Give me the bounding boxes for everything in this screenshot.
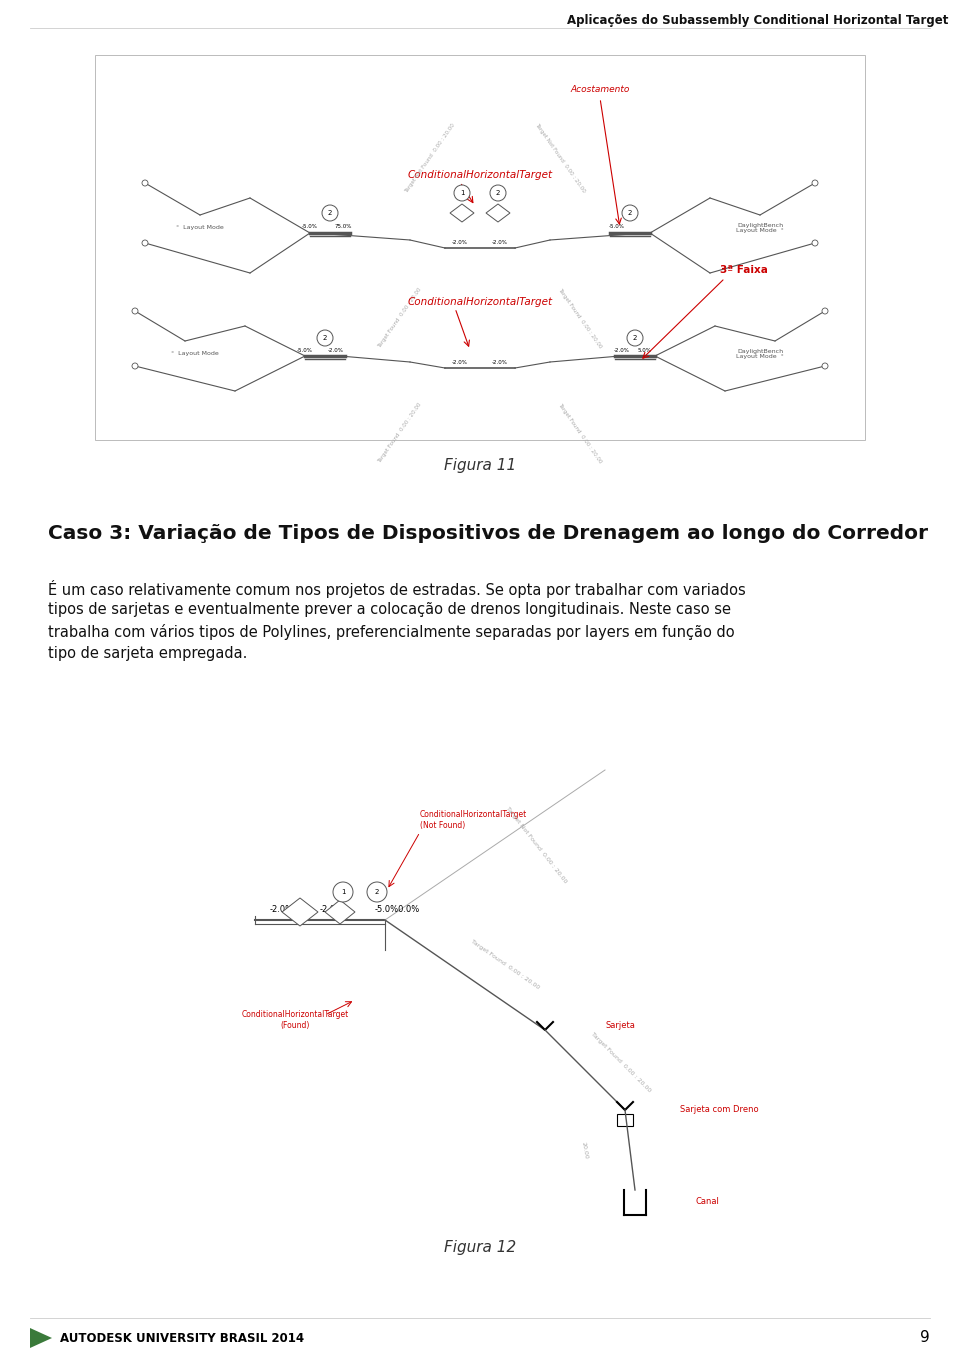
Text: Acostamento: Acostamento bbox=[570, 86, 630, 94]
Text: tipo de sarjeta empregada.: tipo de sarjeta empregada. bbox=[48, 647, 248, 662]
Text: Target Not Found  0.00 : 20.00: Target Not Found 0.00 : 20.00 bbox=[404, 123, 456, 194]
Text: É um caso relativamente comum nos projetos de estradas. Se opta por trabalhar co: É um caso relativamente comum nos projet… bbox=[48, 580, 746, 597]
Text: 75.0%: 75.0% bbox=[335, 224, 352, 229]
Text: Target Found  0.00 : 20.00: Target Found 0.00 : 20.00 bbox=[470, 940, 540, 990]
Circle shape bbox=[822, 363, 828, 370]
Circle shape bbox=[132, 363, 138, 370]
Polygon shape bbox=[325, 900, 355, 923]
Text: -5.0%0.0%: -5.0%0.0% bbox=[375, 904, 420, 914]
Text: Canal: Canal bbox=[695, 1198, 719, 1207]
Circle shape bbox=[627, 330, 643, 346]
Text: 2: 2 bbox=[633, 336, 637, 341]
Circle shape bbox=[454, 186, 470, 201]
Text: DaylightBench
Layout Mode  °: DaylightBench Layout Mode ° bbox=[736, 349, 784, 359]
Text: Target Found  0.00 : 20.00: Target Found 0.00 : 20.00 bbox=[557, 286, 603, 349]
Circle shape bbox=[142, 240, 148, 246]
Text: Aplicações do Subassembly Conditional Horizontal Target: Aplicações do Subassembly Conditional Ho… bbox=[566, 14, 948, 27]
Circle shape bbox=[822, 308, 828, 314]
Text: AUTODESK UNIVERSITY BRASIL 2014: AUTODESK UNIVERSITY BRASIL 2014 bbox=[60, 1331, 304, 1345]
Text: ConditionalHorizontalTarget
(Found): ConditionalHorizontalTarget (Found) bbox=[241, 1009, 348, 1030]
Text: -2.0%: -2.0% bbox=[492, 360, 508, 366]
Text: °  Layout Mode: ° Layout Mode bbox=[171, 352, 219, 356]
Text: Figura 12: Figura 12 bbox=[444, 1240, 516, 1255]
Text: 20.00: 20.00 bbox=[581, 1140, 589, 1159]
Text: -2.0%: -2.0% bbox=[270, 904, 294, 914]
Circle shape bbox=[622, 205, 638, 221]
Text: -2.0%: -2.0% bbox=[320, 904, 344, 914]
Text: -2.0%: -2.0% bbox=[614, 348, 630, 353]
Text: Target Not Found  0.00 : 20.00: Target Not Found 0.00 : 20.00 bbox=[534, 123, 586, 194]
Text: °  Layout Mode: ° Layout Mode bbox=[176, 225, 224, 231]
Text: 2: 2 bbox=[323, 336, 327, 341]
Circle shape bbox=[333, 883, 353, 902]
Text: ConditionalHorizontalTarget: ConditionalHorizontalTarget bbox=[407, 297, 553, 307]
Text: tipos de sarjetas e eventualmente prever a colocação de drenos longitudinais. Ne: tipos de sarjetas e eventualmente prever… bbox=[48, 602, 731, 617]
Text: Sarjeta com Dreno: Sarjeta com Dreno bbox=[680, 1105, 758, 1114]
Text: Target Found  0.00 : 20.00: Target Found 0.00 : 20.00 bbox=[377, 402, 422, 464]
Text: 1: 1 bbox=[341, 889, 346, 895]
Text: trabalha com vários tipos de Polylines, preferencialmente separadas por layers e: trabalha com vários tipos de Polylines, … bbox=[48, 623, 734, 640]
Circle shape bbox=[322, 205, 338, 221]
Circle shape bbox=[490, 186, 506, 201]
Circle shape bbox=[812, 240, 818, 246]
Polygon shape bbox=[282, 898, 318, 926]
Text: 3ª Faixa: 3ª Faixa bbox=[720, 265, 768, 276]
Circle shape bbox=[142, 180, 148, 186]
Text: 2: 2 bbox=[327, 210, 332, 216]
Circle shape bbox=[132, 308, 138, 314]
Text: -2.0%: -2.0% bbox=[452, 360, 468, 366]
Text: Figura 11: Figura 11 bbox=[444, 458, 516, 473]
Text: -5.0%: -5.0% bbox=[298, 348, 313, 353]
Text: -5.0%: -5.0% bbox=[302, 224, 318, 229]
Text: 5.0%: 5.0% bbox=[638, 348, 652, 353]
Circle shape bbox=[812, 180, 818, 186]
Circle shape bbox=[367, 883, 387, 902]
Text: Target Found  0.00 : 20.00: Target Found 0.00 : 20.00 bbox=[377, 286, 422, 349]
Text: Target Found  0.00 : 20.00: Target Found 0.00 : 20.00 bbox=[557, 402, 603, 464]
Text: 1: 1 bbox=[460, 190, 465, 196]
Text: Caso 3: Variação de Tipos de Dispositivos de Drenagem ao longo do Corredor: Caso 3: Variação de Tipos de Dispositivo… bbox=[48, 524, 928, 543]
Polygon shape bbox=[30, 1329, 52, 1348]
Text: Sarjeta: Sarjeta bbox=[605, 1020, 635, 1030]
Text: -2.0%: -2.0% bbox=[328, 348, 344, 353]
Text: 2: 2 bbox=[628, 210, 633, 216]
Text: Target Found  0.00 : 20.00: Target Found 0.00 : 20.00 bbox=[590, 1031, 652, 1093]
Text: ConditionalHorizontalTarget: ConditionalHorizontalTarget bbox=[407, 170, 553, 180]
Text: 9: 9 bbox=[921, 1330, 930, 1345]
Text: -2.0%: -2.0% bbox=[452, 240, 468, 246]
Text: -5.0%: -5.0% bbox=[610, 224, 625, 229]
Polygon shape bbox=[486, 205, 510, 222]
Text: 2: 2 bbox=[495, 190, 500, 196]
Text: -2.0%: -2.0% bbox=[492, 240, 508, 246]
Circle shape bbox=[317, 330, 333, 346]
Text: ConditionalHorizontalTarget
(Not Found): ConditionalHorizontalTarget (Not Found) bbox=[420, 810, 527, 831]
FancyBboxPatch shape bbox=[617, 1114, 633, 1127]
Polygon shape bbox=[450, 205, 474, 222]
Text: 2: 2 bbox=[374, 889, 379, 895]
Text: DaylightBench
Layout Mode  °: DaylightBench Layout Mode ° bbox=[736, 222, 784, 233]
Text: Target Not Found  0.00 : 20.00: Target Not Found 0.00 : 20.00 bbox=[505, 806, 567, 884]
